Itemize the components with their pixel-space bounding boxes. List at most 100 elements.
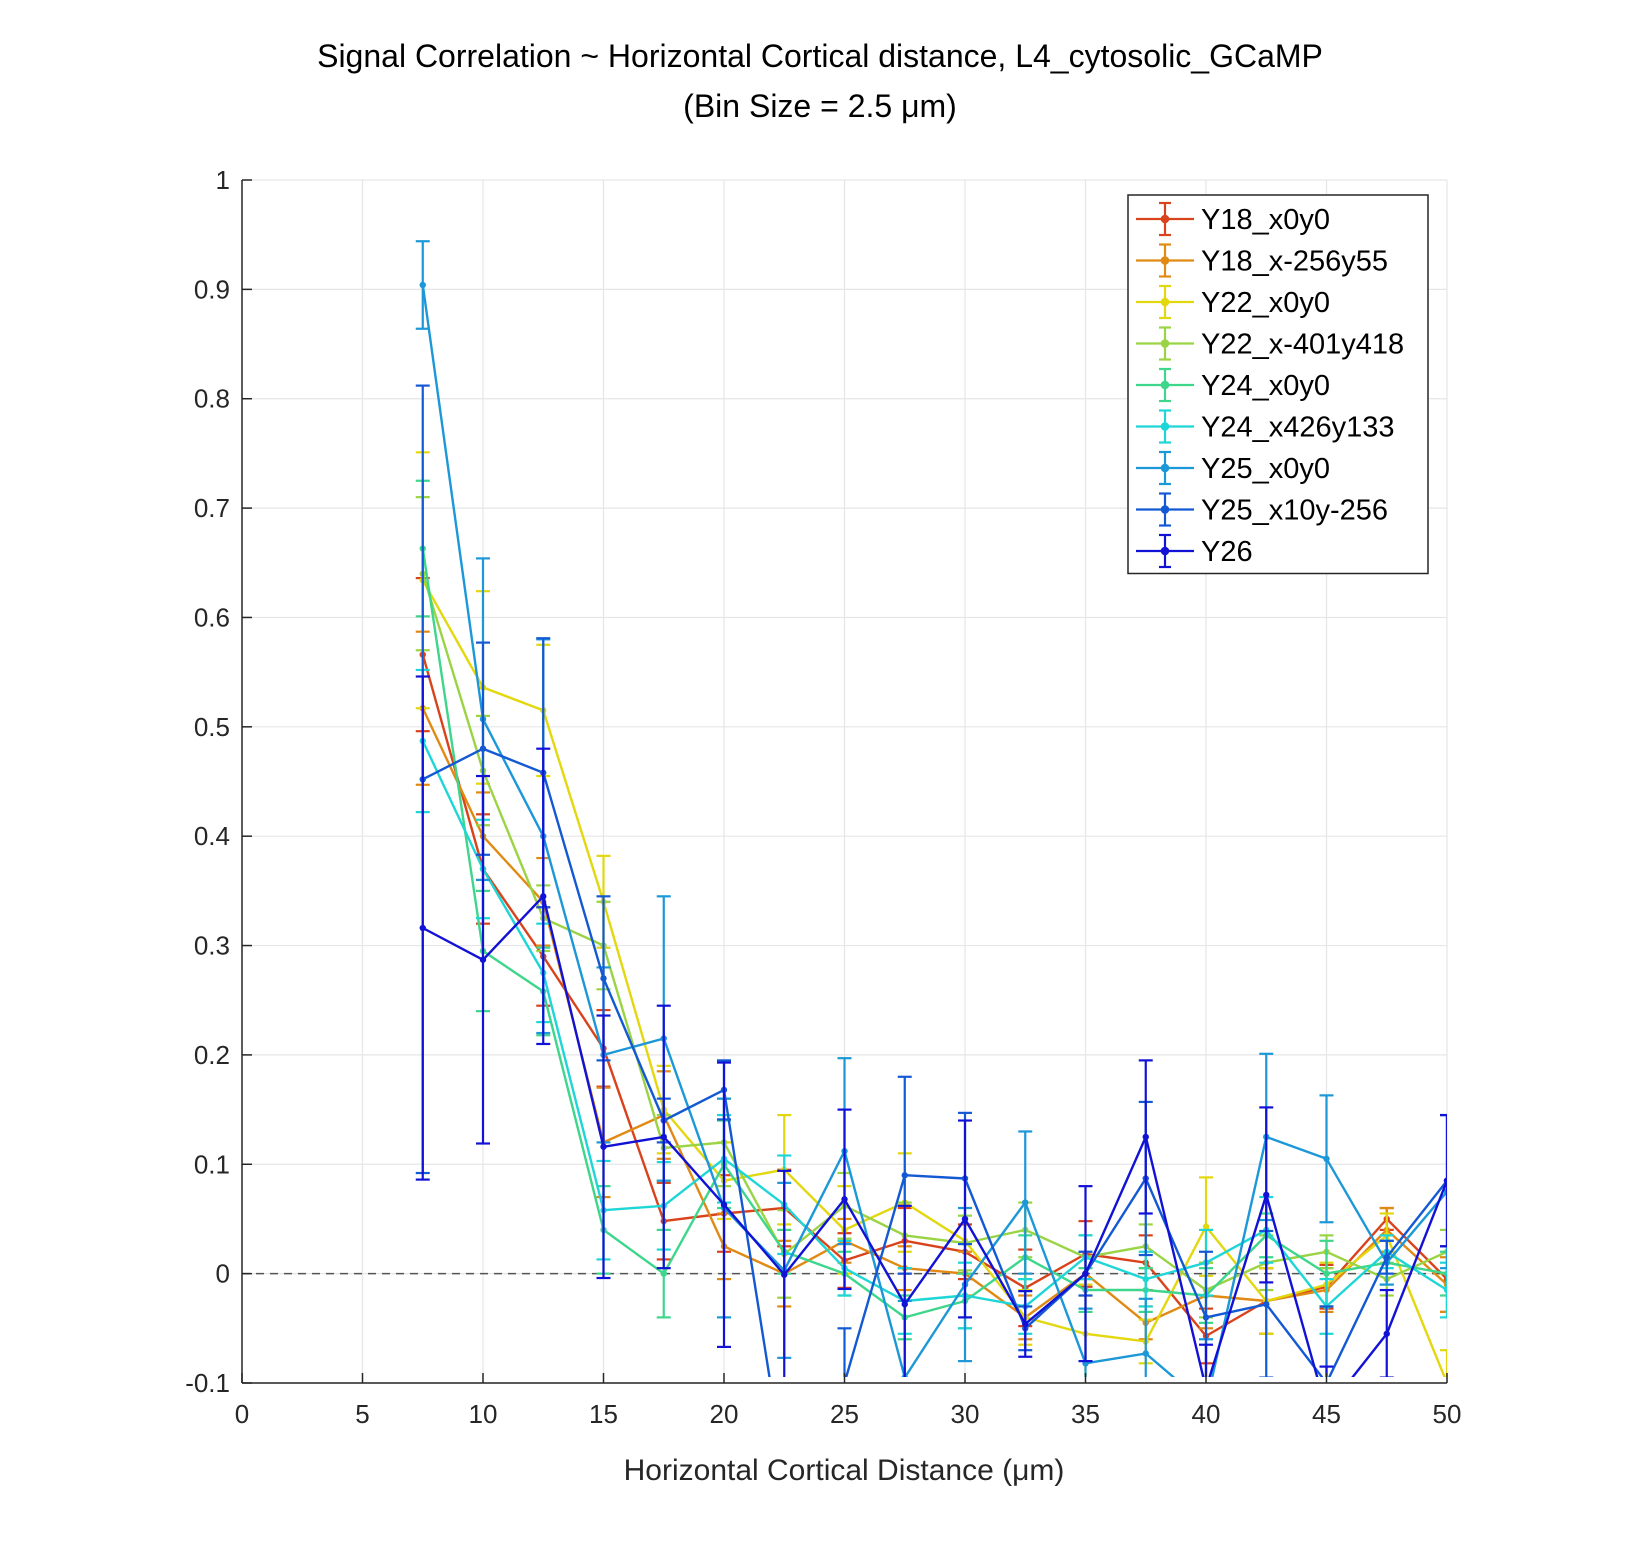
legend-swatch-8 [1136,533,1194,569]
tick-labels: 0 5 10 15 20 25 30 35 40 45 50-0.100.10.20.30.40.5… [185,165,1461,1429]
data-point-8-14 [1263,1191,1270,1199]
legend-swatch-marker [1160,422,1170,431]
legend-swatch-marker [1160,339,1170,348]
data-point-8-10 [1022,1320,1029,1328]
data-point-2-13 [1202,1223,1210,1230]
error-bar-8-15 [1319,1365,1334,1377]
legend-swatch-7 [1136,492,1194,527]
chart-subtitle: (Bin Size = 2.5 μm) [683,88,957,124]
series-line-2 [421,579,1446,1377]
legend-label-8: Y26 [1201,536,1253,568]
error-bar-8-17 [1440,1113,1447,1248]
data-point-6-0 [419,281,426,289]
series-0 [415,576,1447,1365]
data-point-8-2 [540,893,547,900]
y-tick-label-2: 0.1 [194,1149,230,1179]
series-line-1 [421,707,1447,1324]
x-tick-label-3: 15 [589,1399,618,1429]
y-tick-label-4: 0.3 [194,931,230,961]
legend-swatch-2 [1136,284,1194,320]
legend-swatch-marker [1160,505,1170,514]
y-tick-label-1: 0 [216,1259,230,1289]
y-tick-label-6: 0.5 [194,712,230,742]
x-axis-label: Horizontal Cortical Distance (μm) [624,1454,1065,1487]
y-tick-label-3: 0.2 [194,1040,230,1070]
series-4 [415,479,1447,1341]
legend-label-7: Y25_x10y-256 [1201,495,1388,527]
data-point-7-14 [1263,1301,1270,1308]
legend-swatch-marker [1160,463,1170,473]
x-tick-label-1: 5 [355,1399,369,1429]
data-point-8-5 [720,1201,728,1208]
legend-label-1: Y18_x-256y55 [1201,246,1388,278]
x-tick-label-6: 30 [951,1399,980,1429]
y-tick-label-7: 0.6 [194,602,230,632]
legend-swatch-1 [1136,243,1194,278]
series-line-3 [421,573,1447,1292]
error-bar-7-7 [837,1327,852,1377]
legend-label-3: Y22_x-401y418 [1201,329,1404,361]
axes [241,179,1448,1384]
legend-swatch-marker [1160,256,1170,265]
error-bar-5-17 [1440,1261,1447,1319]
x-tick-label-0: 0 [235,1399,249,1429]
data-point-6-15 [1323,1155,1330,1163]
data-point-8-6 [781,1271,788,1278]
x-tick-label-5: 25 [830,1399,859,1429]
data-point-8-0 [419,924,426,932]
x-tick-label-4: 20 [710,1399,739,1429]
data-point-7-13 [1202,1314,1210,1321]
error-bar-1-17 [1440,1256,1447,1314]
legend-swatch-marker [1160,546,1170,556]
chart-title: Signal Correlation ~ Horizontal Cortical… [317,38,1323,74]
series-8 [415,675,1447,1391]
error-bar-8-13 [1199,1343,1213,1377]
y-tick-label-11: 1 [216,165,230,195]
data-point-7-8 [901,1172,908,1179]
y-tick-label-0: -0.1 [185,1368,230,1398]
legend-label-5: Y24_x426y133 [1201,412,1395,444]
series-3 [415,496,1447,1319]
data-point-8-3 [600,1143,607,1150]
legend-label-0: Y18_x0y0 [1201,204,1330,236]
data-point-8-16 [1383,1330,1390,1337]
data-point-8-17 [1443,1177,1447,1184]
series-5 [415,668,1447,1335]
error-bar-7-15 [1319,1305,1334,1377]
x-tick-label-10: 50 [1433,1399,1462,1429]
x-tick-label-2: 10 [469,1399,498,1429]
y-tick-label-9: 0.8 [194,384,230,414]
data-point-7-1 [479,745,487,752]
error-bar-2-17 [1440,1349,1447,1377]
legend-label-4: Y24_x0y0 [1201,370,1330,402]
data-point-8-13 [1203,1385,1209,1391]
data-point-6-10 [1022,1199,1029,1206]
data-point-8-9 [961,1215,969,1223]
data-point-8-7 [841,1196,848,1203]
data-point-8-1 [479,956,487,963]
legend: Y18_x0y0 Y18_x-256y55 Y22_x0y0 Y22_x-401y41… [1127,194,1429,575]
legend-swatch-3 [1136,326,1194,361]
series-1 [415,630,1447,1341]
data-point-8-12 [1142,1133,1149,1141]
y-tick-label-10: 0.9 [194,274,230,304]
x-tick-label-7: 35 [1071,1399,1100,1429]
x-tick-label-9: 45 [1312,1399,1341,1429]
series-line-7 [422,747,1447,1377]
data-point-4-4 [660,1270,667,1277]
error-bar-4-17 [1440,1250,1447,1297]
data-point-7-3 [600,975,607,982]
series-line-8 [422,895,1447,1377]
y-tick-label-5: 0.4 [194,821,230,851]
y-tick-label-8: 0.7 [194,493,230,523]
data-point-8-4 [660,1133,667,1141]
legend-swatch-6 [1136,450,1194,486]
data-point-8-8 [901,1301,908,1308]
series-line-0 [421,654,1447,1338]
data-point-5-12 [1142,1275,1149,1283]
x-tick-label-8: 40 [1192,1399,1221,1429]
legend-label-2: Y22_x0y0 [1201,287,1330,319]
legend-swatch-marker [1160,214,1170,224]
legend-label-6: Y25_x0y0 [1201,453,1330,485]
